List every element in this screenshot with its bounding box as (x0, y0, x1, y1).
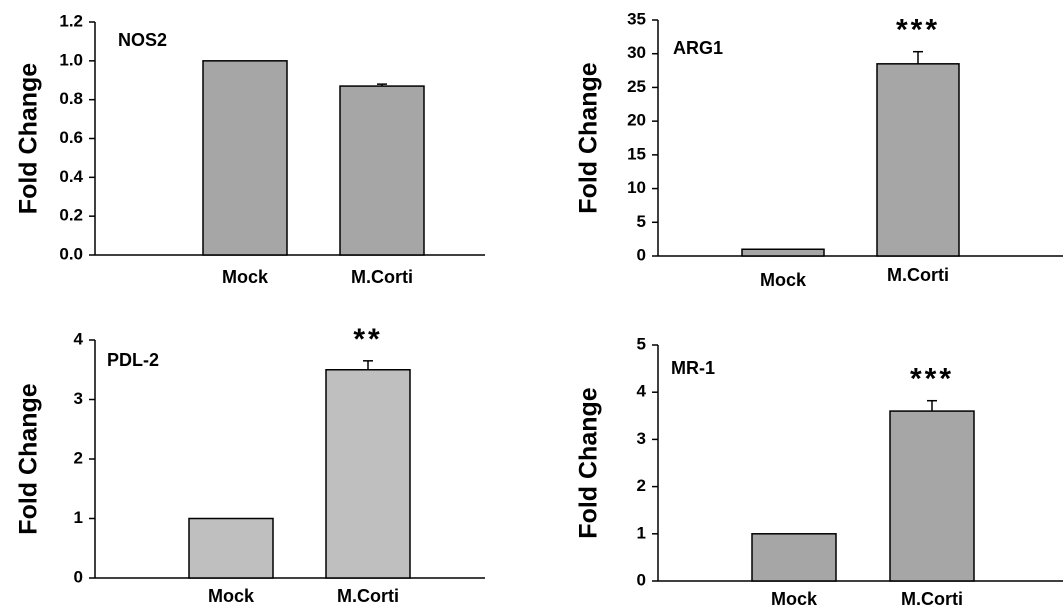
significance-marker: *** (896, 14, 940, 47)
y-tick-label: 3 (74, 389, 83, 408)
y-tick-label: 2 (637, 476, 646, 495)
y-tick-label: 4 (74, 329, 84, 348)
x-tick-label: M.Corti (901, 589, 963, 609)
y-tick-label: 1.0 (59, 50, 83, 69)
y-axis-label: Fold Change (15, 383, 43, 534)
y-tick-label: 10 (627, 178, 646, 197)
bar-mcorti (876, 63, 960, 257)
y-tick-label: 25 (627, 77, 646, 96)
y-axis-label: Fold Change (575, 62, 603, 213)
x-tick-label: M.Corti (887, 265, 949, 285)
chart-panel-arg1: Fold Change 0 5 10 15 20 25 30 35 ARG1 Mock *** M.Co… (575, 9, 1063, 290)
y-tick-label: 30 (627, 43, 646, 62)
chart-title: PDL-2 (107, 350, 159, 370)
y-tick-label: 5 (637, 212, 646, 231)
y-tick-label: 4 (637, 382, 647, 401)
y-tick-label: 0.6 (59, 128, 83, 147)
y-tick-label: 0.2 (59, 206, 83, 225)
chart-panel-nos2: Fold Change 0.0 0.2 0.4 0.6 0.8 1.0 1.2 NOS2 Mock… (15, 11, 485, 287)
chart-title: ARG1 (673, 38, 723, 58)
y-tick-label: 5 (637, 334, 646, 353)
y-tick-label: 0 (637, 245, 646, 264)
chart-title: NOS2 (118, 30, 167, 50)
bar-mcorti (889, 410, 975, 582)
y-tick-label: 0 (637, 570, 646, 589)
y-tick-label: 20 (627, 111, 646, 130)
x-tick-label: Mock (771, 589, 818, 609)
bar-mock (202, 60, 288, 256)
x-tick-label: Mock (222, 267, 269, 287)
y-tick-label: 15 (627, 144, 646, 163)
y-tick-label: 35 (627, 9, 646, 28)
chart-panel-pdl2: Fold Change 0 1 2 3 4 PDL-2 Mock ** M.Corti (15, 323, 485, 606)
bar-mcorti (325, 369, 411, 579)
y-tick-label: 0.8 (59, 89, 83, 108)
x-tick-label: M.Corti (351, 267, 413, 287)
chart-panel-mr1: Fold Change 0 1 2 3 4 5 MR-1 Mock *** M.Corti (575, 334, 1063, 609)
bar-mcorti (339, 85, 425, 256)
bar-mock (751, 533, 837, 582)
significance-marker: *** (910, 363, 954, 396)
y-tick-label: 1.2 (59, 11, 83, 30)
y-axis-label: Fold Change (575, 387, 603, 538)
bar-mock (741, 248, 825, 257)
y-tick-label: 0.4 (59, 167, 83, 186)
bar-mock (188, 517, 274, 579)
x-tick-label: Mock (208, 586, 255, 606)
y-tick-label: 3 (637, 429, 646, 448)
y-tick-label: 1 (637, 523, 646, 542)
y-axis-label: Fold Change (15, 63, 43, 214)
y-tick-label: 1 (74, 508, 83, 527)
x-tick-label: M.Corti (337, 586, 399, 606)
y-tick-label: 2 (74, 448, 83, 467)
y-tick-label: 0.0 (59, 244, 83, 263)
y-tick-label: 0 (74, 567, 83, 586)
x-tick-label: Mock (760, 270, 807, 290)
significance-marker: ** (353, 323, 382, 356)
chart-title: MR-1 (671, 358, 715, 378)
